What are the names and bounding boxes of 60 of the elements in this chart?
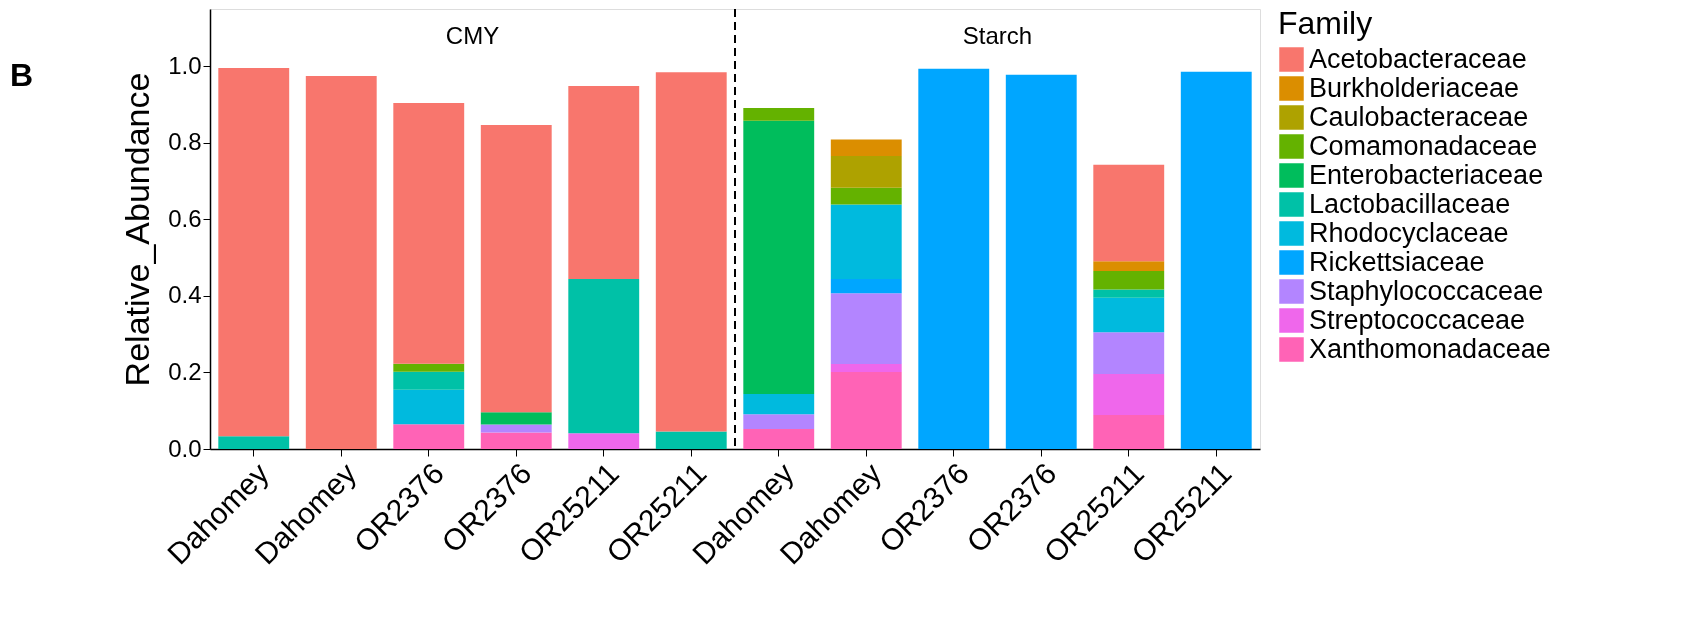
legend-label: Lactobacillaceae (1309, 188, 1511, 219)
bar (743, 120, 815, 394)
bar (830, 155, 902, 188)
bar (830, 279, 902, 294)
bar (480, 424, 552, 433)
bar (830, 293, 902, 365)
bar (568, 433, 640, 449)
bar (480, 432, 552, 449)
y-tick-label: 0.4 (168, 281, 202, 309)
bar (918, 68, 990, 449)
bar (1093, 261, 1165, 272)
bar (743, 429, 815, 449)
bar (1093, 164, 1165, 262)
bar (568, 85, 640, 280)
bar (393, 103, 465, 364)
bar (743, 414, 815, 430)
y-tick-label: 0.8 (168, 128, 202, 156)
annotation: Starch (962, 22, 1033, 49)
bar (1093, 414, 1165, 449)
legend-label: Acetobacteraceae (1309, 43, 1527, 74)
legend-label: Caulobacteraceae (1309, 101, 1529, 132)
bar (393, 371, 465, 390)
legend-label: Rhodocyclaceae (1309, 217, 1509, 248)
bar (218, 436, 290, 449)
y-tick-label: 0.6 (168, 204, 202, 232)
bar (1093, 374, 1165, 415)
bar (218, 67, 290, 437)
legend-label: Enterobacteriaceae (1309, 159, 1544, 190)
bar (1093, 297, 1165, 333)
bar (830, 204, 902, 280)
bar (393, 363, 465, 372)
bar (393, 424, 465, 449)
bar (1093, 289, 1165, 298)
bar (1093, 332, 1165, 375)
y-axis-title: Relative_Abundance (118, 72, 157, 387)
legend-label: Staphylococcaceae (1309, 275, 1544, 306)
y-tick-label: 1.0 (168, 51, 202, 79)
y-tick-label: 0.2 (168, 357, 202, 385)
bar (830, 364, 902, 373)
bar (830, 187, 902, 205)
bar (1093, 271, 1165, 290)
bar (393, 389, 465, 425)
bar (1005, 74, 1077, 449)
bar (743, 393, 815, 415)
bar (830, 372, 902, 449)
annotation: CMY (445, 22, 500, 49)
text: B (10, 57, 34, 93)
y-tick-label: 0.0 (168, 434, 202, 462)
legend-title: Family (1278, 5, 1373, 41)
legend-label: Comamonadaceae (1309, 130, 1538, 161)
bar (655, 431, 727, 449)
bar (1180, 71, 1252, 449)
bar (830, 139, 902, 156)
bar (480, 124, 552, 413)
bar (743, 108, 815, 121)
bar (655, 72, 727, 432)
legend-label: Burkholderiaceae (1309, 72, 1520, 103)
bar (568, 279, 640, 434)
bar (305, 75, 377, 449)
bar (480, 412, 552, 425)
